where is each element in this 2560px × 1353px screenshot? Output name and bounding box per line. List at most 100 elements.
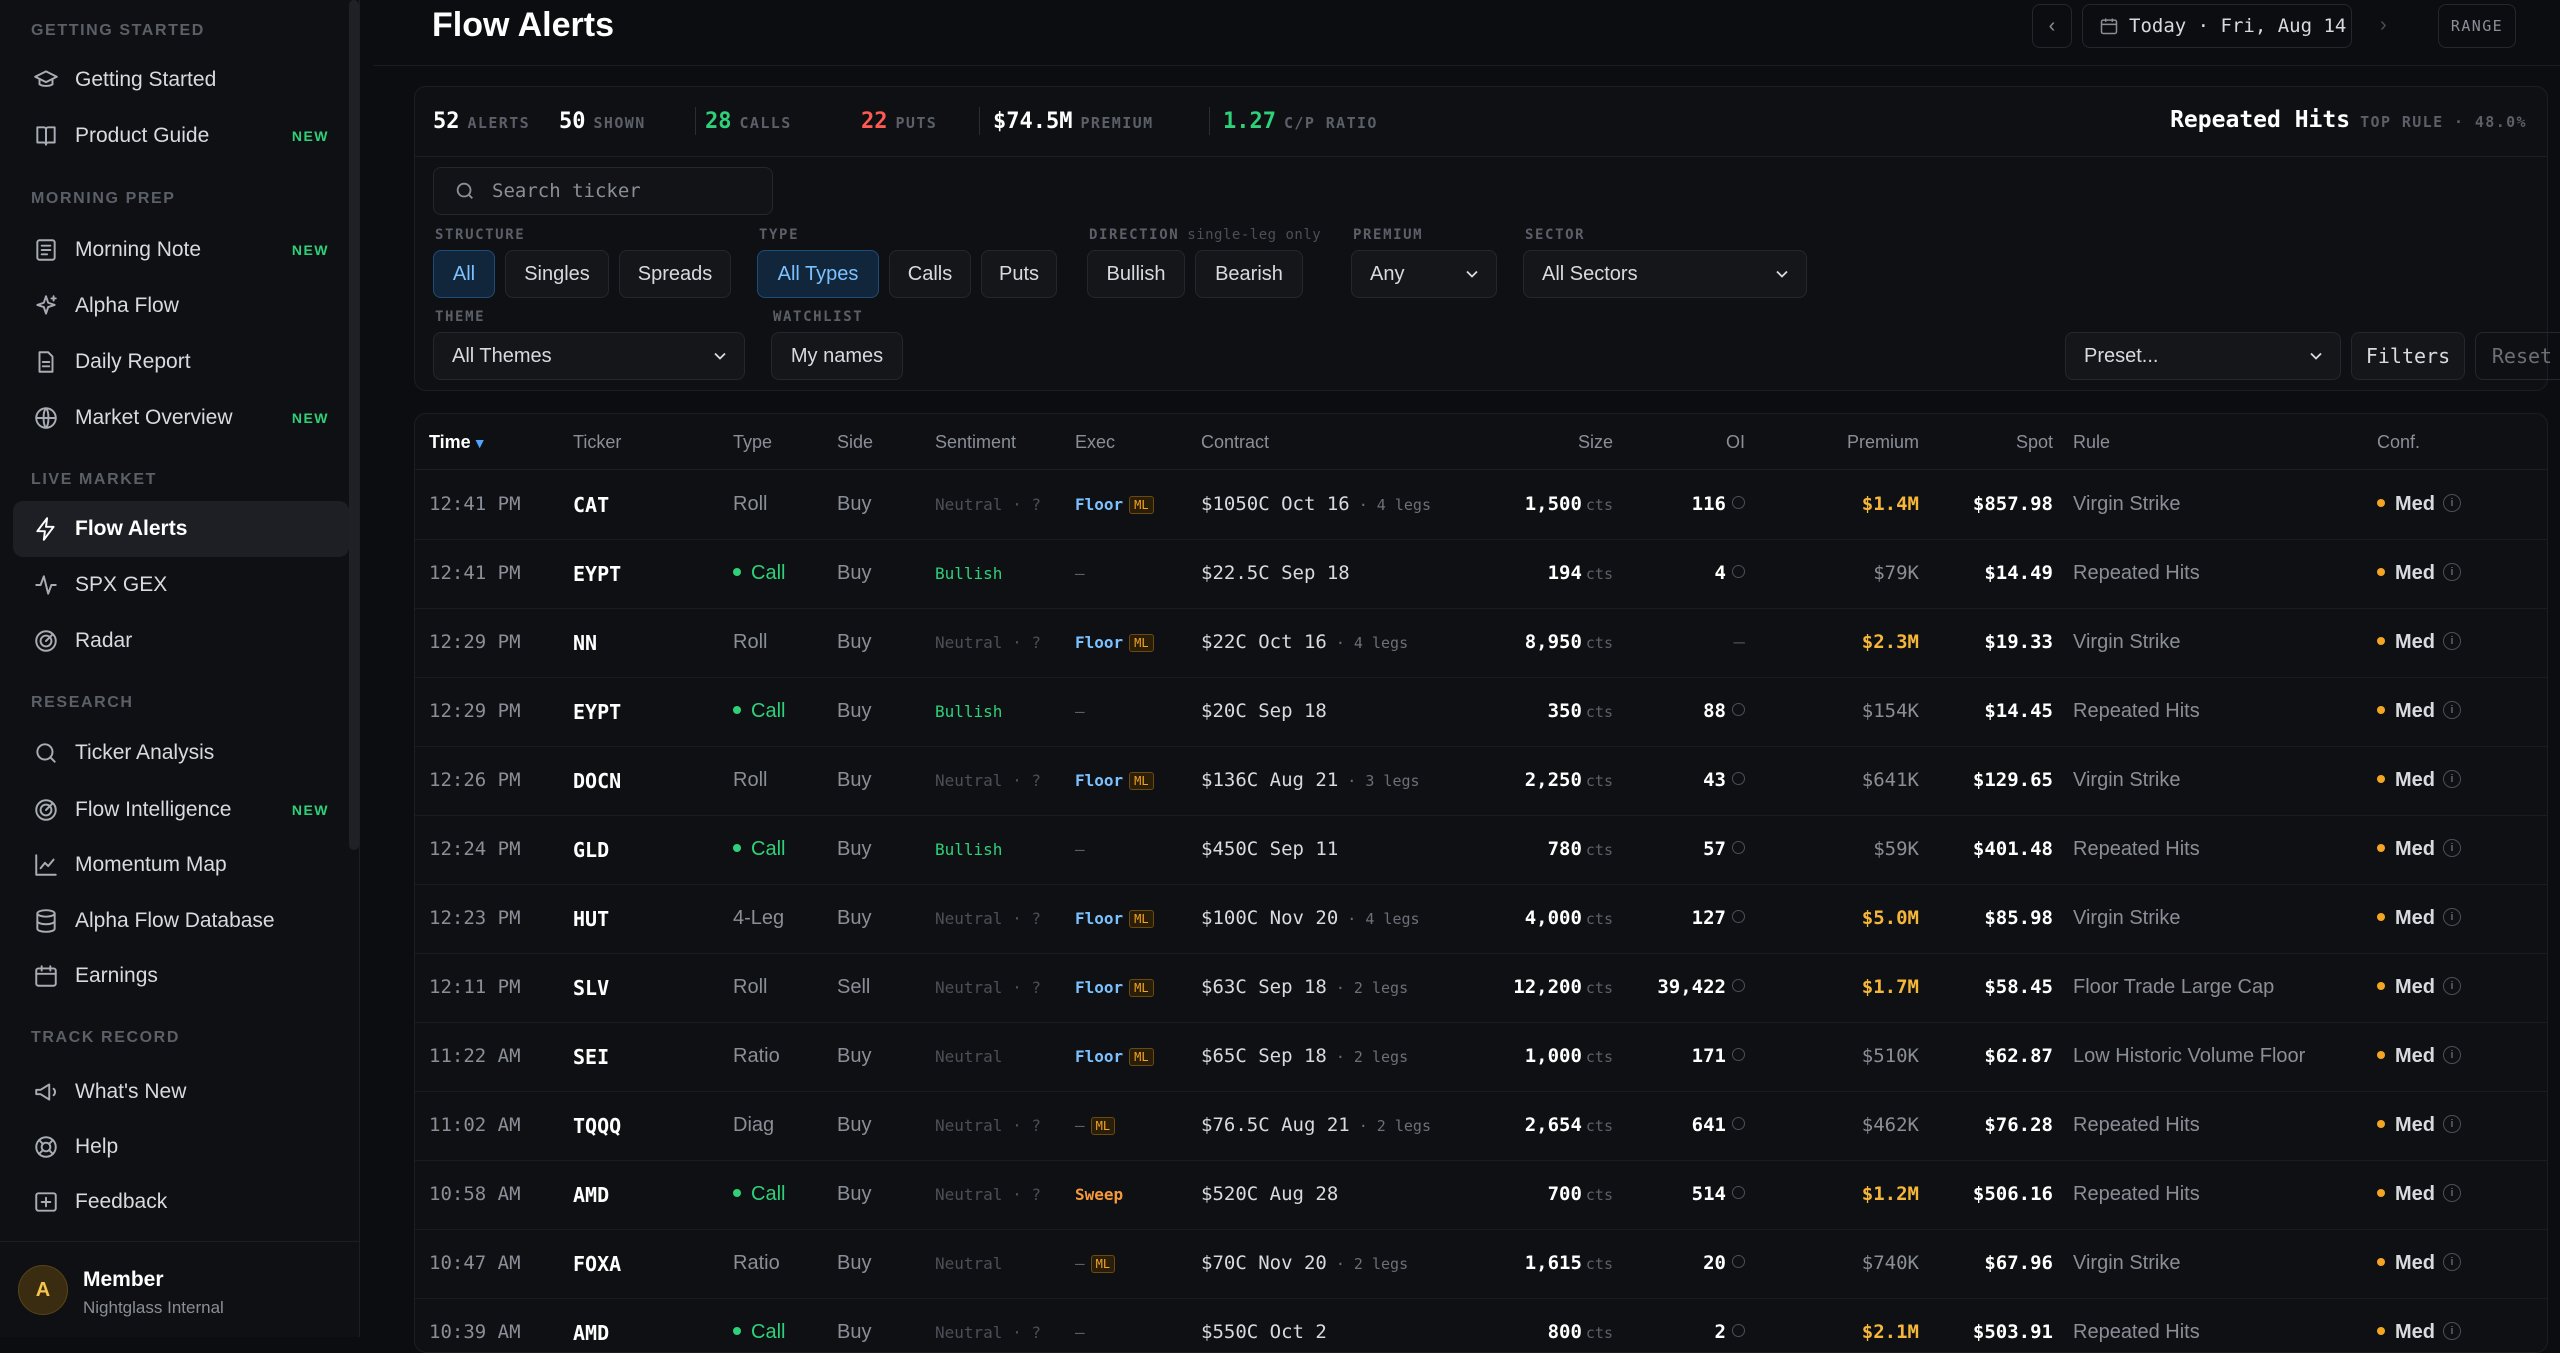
table-row[interactable]: 12:29 PM EYPT Call Buy Bullish — $20C Sep 18 35…: [415, 678, 2547, 747]
info-icon[interactable]: i: [2443, 1252, 2461, 1271]
type-all-chip[interactable]: All Types: [757, 250, 879, 298]
cell-ticker[interactable]: AMD: [573, 1183, 610, 1207]
info-icon[interactable]: [1732, 703, 1745, 716]
table-row[interactable]: 12:29 PM NN Roll Buy Neutral · ? Floor ML $22C …: [415, 609, 2547, 678]
sidebar-item-alpha-flow[interactable]: Alpha Flow: [13, 278, 349, 334]
search-input[interactable]: [492, 180, 752, 202]
next-day-button-glyph[interactable]: ›: [2380, 14, 2387, 36]
table-row[interactable]: 12:41 PM EYPT Call Buy Bullish — $22.5C Sep 18…: [415, 540, 2547, 609]
cell-ticker[interactable]: AMD: [573, 1321, 610, 1345]
cell-ticker[interactable]: SLV: [573, 976, 610, 1000]
direction-bullish-chip[interactable]: Bullish: [1087, 250, 1185, 298]
table-row[interactable]: 12:41 PM CAT Roll Buy Neutral · ? Floor ML $105…: [415, 471, 2547, 540]
column-header-size[interactable]: Size: [1578, 432, 1613, 453]
cell-ticker[interactable]: EYPT: [573, 562, 622, 586]
sidebar-item-momentum-map[interactable]: Momentum Map: [13, 837, 349, 893]
info-icon[interactable]: i: [2443, 1321, 2461, 1340]
structure-all-chip[interactable]: All: [433, 250, 495, 298]
type-calls-chip[interactable]: Calls: [889, 250, 971, 298]
direction-bearish-chip[interactable]: Bearish: [1195, 250, 1303, 298]
table-row[interactable]: 10:39 AM AMD Call Buy Neutral · ? — $550C Oct …: [415, 1299, 2547, 1352]
info-icon[interactable]: [1732, 496, 1745, 509]
reset-button[interactable]: Reset: [2475, 332, 2560, 380]
sidebar-item-flow-intelligence[interactable]: Flow Intelligence NEW: [13, 782, 349, 838]
theme-select[interactable]: All Themes: [433, 332, 745, 380]
structure-singles-chip[interactable]: Singles: [505, 250, 609, 298]
info-icon[interactable]: i: [2443, 769, 2461, 788]
premium-select[interactable]: Any: [1351, 250, 1497, 298]
user-profile[interactable]: A Member Nightglass Internal: [0, 1241, 360, 1337]
sidebar-item-market-overview[interactable]: Market Overview NEW: [13, 390, 349, 446]
sidebar-item-earnings[interactable]: Earnings: [13, 948, 349, 1004]
column-header-side[interactable]: Side: [837, 432, 873, 453]
info-icon[interactable]: [1732, 1186, 1745, 1199]
watchlist-my-names-chip[interactable]: My names: [771, 332, 903, 380]
column-header-rule[interactable]: Rule: [2073, 432, 2110, 453]
sidebar-item-product-guide[interactable]: Product Guide NEW: [13, 108, 349, 164]
column-header-contract[interactable]: Contract: [1201, 432, 1269, 453]
cell-ticker[interactable]: HUT: [573, 907, 610, 931]
search-box[interactable]: [433, 167, 773, 215]
range-button[interactable]: RANGE: [2438, 4, 2516, 48]
column-header-oi[interactable]: OI: [1726, 432, 1745, 453]
info-icon[interactable]: [1732, 565, 1745, 578]
info-icon[interactable]: [1732, 1117, 1745, 1130]
column-header-exec[interactable]: Exec: [1075, 432, 1115, 453]
info-icon[interactable]: [1732, 841, 1745, 854]
sidebar-item-ticker-analysis[interactable]: Ticker Analysis: [13, 725, 349, 781]
column-header-ticker[interactable]: Ticker: [573, 432, 621, 453]
column-header-spot[interactable]: Spot: [2016, 432, 2053, 453]
table-row[interactable]: 12:24 PM GLD Call Buy Bullish — $450C Sep 11 78…: [415, 816, 2547, 885]
info-icon[interactable]: i: [2443, 493, 2461, 512]
info-icon[interactable]: i: [2443, 1045, 2461, 1064]
sector-select[interactable]: All Sectors: [1523, 250, 1807, 298]
table-row[interactable]: 10:58 AM AMD Call Buy Neutral · ? Sweep $520C …: [415, 1161, 2547, 1230]
info-icon[interactable]: i: [2443, 1114, 2461, 1133]
cell-ticker[interactable]: DOCN: [573, 769, 622, 793]
column-header-time[interactable]: Time ▼: [429, 432, 487, 453]
cell-ticker[interactable]: SEI: [573, 1045, 610, 1069]
info-icon[interactable]: i: [2443, 838, 2461, 857]
sidebar-item-flow-alerts[interactable]: Flow Alerts: [13, 501, 349, 557]
table-row[interactable]: 12:11 PM SLV Roll Sell Neutral · ? Floor ML $63…: [415, 954, 2547, 1023]
sidebar-item-feedback[interactable]: Feedback: [13, 1174, 349, 1230]
info-icon[interactable]: i: [2443, 976, 2461, 995]
table-row[interactable]: 11:22 AM SEI Ratio Buy Neutral Floor ML $65C Se…: [415, 1023, 2547, 1092]
cell-ticker[interactable]: CAT: [573, 493, 610, 517]
table-row[interactable]: 10:47 AM FOXA Ratio Buy Neutral — ML $70C Nov 2…: [415, 1230, 2547, 1299]
cell-ticker[interactable]: GLD: [573, 838, 610, 862]
prev-day-button[interactable]: ‹: [2032, 4, 2072, 48]
cell-ticker[interactable]: EYPT: [573, 700, 622, 724]
info-icon[interactable]: i: [2443, 700, 2461, 719]
preset-select[interactable]: Preset...: [2065, 332, 2341, 380]
filters-button[interactable]: Filters: [2351, 332, 2465, 380]
info-icon[interactable]: [1732, 1048, 1745, 1061]
sidebar-item-help[interactable]: Help: [13, 1119, 349, 1175]
info-icon[interactable]: i: [2443, 631, 2461, 650]
sidebar-item-alpha-flow-database[interactable]: Alpha Flow Database: [13, 893, 349, 949]
info-icon[interactable]: [1732, 1255, 1745, 1268]
sidebar-item-daily-report[interactable]: Daily Report: [13, 334, 349, 390]
cell-ticker[interactable]: TQQQ: [573, 1114, 622, 1138]
structure-spreads-chip[interactable]: Spreads: [619, 250, 731, 298]
column-header-type[interactable]: Type: [733, 432, 772, 453]
column-header-conf[interactable]: Conf.: [2377, 432, 2420, 453]
sidebar-item-what-s-new[interactable]: What's New: [13, 1064, 349, 1120]
sidebar-item-getting-started[interactable]: Getting Started: [13, 52, 349, 108]
info-icon[interactable]: [1732, 910, 1745, 923]
info-icon[interactable]: i: [2443, 907, 2461, 926]
sidebar-item-radar[interactable]: Radar: [13, 613, 349, 669]
sidebar-item-morning-note[interactable]: Morning Note NEW: [13, 222, 349, 278]
info-icon[interactable]: i: [2443, 562, 2461, 581]
column-header-prem[interactable]: Premium: [1847, 432, 1919, 453]
cell-ticker[interactable]: FOXA: [573, 1252, 622, 1276]
table-row[interactable]: 12:26 PM DOCN Roll Buy Neutral · ? Floor ML $13…: [415, 747, 2547, 816]
date-picker[interactable]: Today · Fri, Aug 14: [2082, 4, 2352, 48]
info-icon[interactable]: [1732, 979, 1745, 992]
type-puts-chip[interactable]: Puts: [981, 250, 1057, 298]
info-icon[interactable]: [1732, 1324, 1745, 1337]
sidebar-scrollbar[interactable]: [349, 0, 359, 850]
table-row[interactable]: 11:02 AM TQQQ Diag Buy Neutral · ? — ML $76.5C …: [415, 1092, 2547, 1161]
table-row[interactable]: 12:23 PM HUT 4-Leg Buy Neutral · ? Floor ML $10…: [415, 885, 2547, 954]
info-icon[interactable]: [1732, 772, 1745, 785]
